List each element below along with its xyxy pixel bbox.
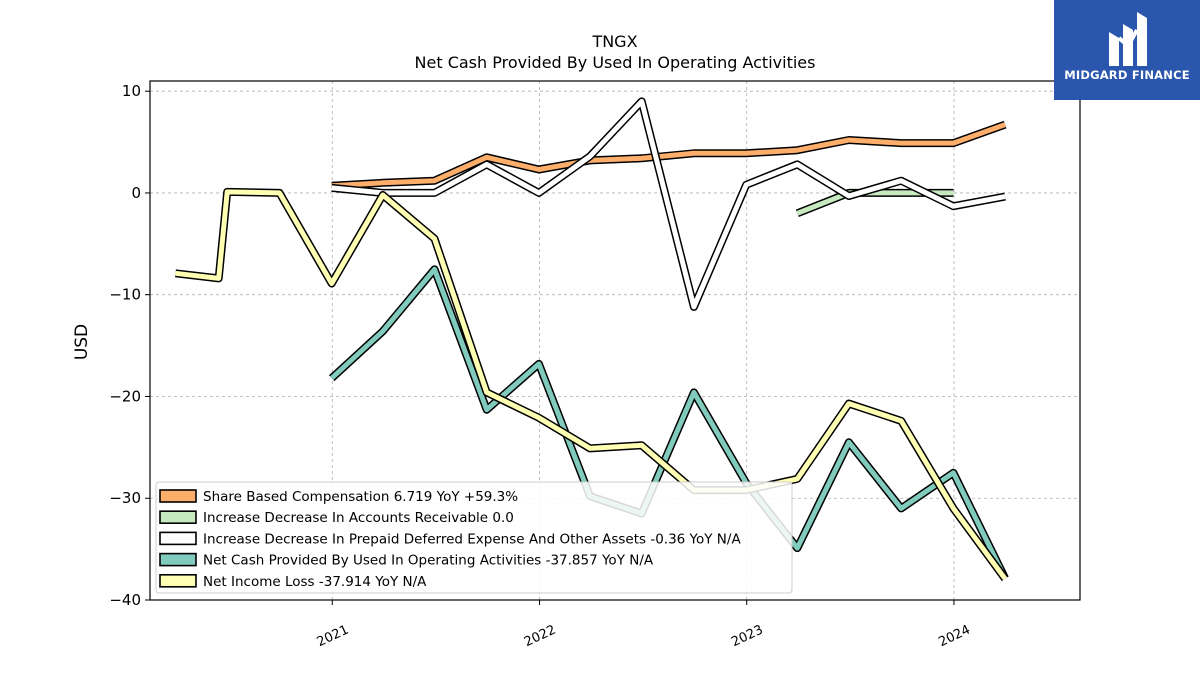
legend-swatch xyxy=(159,489,197,503)
legend-entry: Share Based Compensation 6.719 YoY +59.3… xyxy=(203,489,518,505)
y-axis-label: USD xyxy=(72,324,92,360)
series-line xyxy=(328,265,1009,580)
y-tick-label: −10 xyxy=(109,286,141,304)
brand-logo: MIDGARD FINANCE xyxy=(1054,0,1200,100)
y-tick-label: −30 xyxy=(109,489,141,507)
brand-name: MIDGARD FINANCE xyxy=(1064,68,1190,82)
series-stroke xyxy=(175,189,1008,581)
legend-swatch xyxy=(159,510,197,525)
series-stroke xyxy=(330,266,1008,580)
x-tick-label: 2021 xyxy=(315,623,351,651)
series-stroke xyxy=(331,98,1006,310)
series-lines xyxy=(175,97,1009,582)
y-tick-label: 10 xyxy=(122,82,141,100)
x-tick-label: 2022 xyxy=(522,623,558,651)
series-line xyxy=(331,97,1006,311)
legend-box xyxy=(155,481,793,594)
legend-swatch xyxy=(159,552,197,567)
legend: Share Based Compensation 6.719 YoY +59.3… xyxy=(155,481,793,594)
x-tick-label: 2024 xyxy=(936,623,972,651)
series-line xyxy=(175,187,1009,582)
y-tick-label: −40 xyxy=(109,591,141,609)
legend-entry: Net Cash Provided By Used In Operating A… xyxy=(203,553,654,569)
y-tick-label: 0 xyxy=(131,184,141,202)
legend-entry: Increase Decrease In Prepaid Deferred Ex… xyxy=(203,531,741,547)
legend-swatch xyxy=(159,573,197,588)
y-axis: 10 0 −10 −20 −30 −40 xyxy=(109,82,150,609)
series-stroke xyxy=(331,122,1006,189)
series-line xyxy=(331,120,1007,190)
chart-subtitle: Net Cash Provided By Used In Operating A… xyxy=(415,53,816,72)
legend-entry: Increase Decrease In Accounts Receivable… xyxy=(203,510,514,526)
x-axis: 2021 2022 2023 2024 xyxy=(315,600,973,650)
plot-area xyxy=(149,80,1081,601)
legend-swatch xyxy=(159,531,197,546)
x-tick-label: 2023 xyxy=(729,623,765,651)
chart-title: TNGX xyxy=(591,32,637,51)
y-tick-label: −20 xyxy=(109,387,141,405)
legend-entry: Net Income Loss -37.914 YoY N/A xyxy=(203,574,427,590)
midgard-logo-icon xyxy=(1109,12,1147,66)
